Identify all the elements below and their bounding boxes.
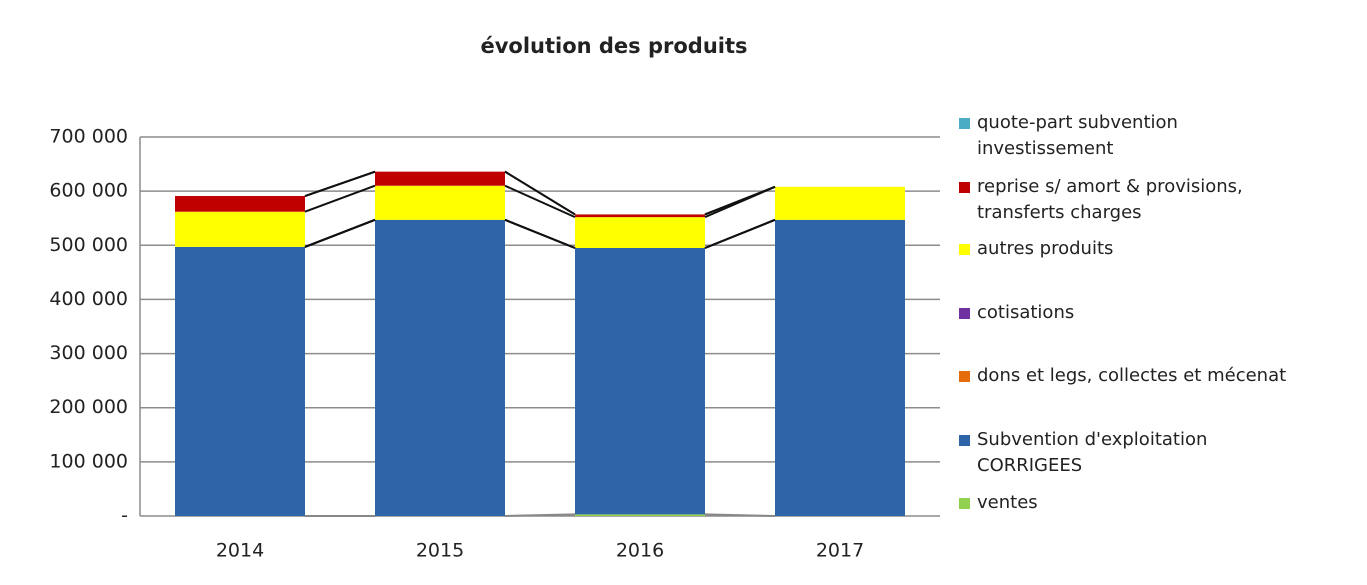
series-line: [504, 184, 576, 219]
bar-segment: [375, 171, 505, 186]
series-line: [304, 184, 376, 213]
series-line: [504, 218, 576, 249]
series-line: [504, 170, 576, 216]
legend-item: autres produits: [955, 236, 1355, 262]
y-tick-label: -: [121, 505, 128, 527]
y-tick-label: 100 000: [49, 450, 128, 472]
x-tick-label: 2014: [216, 540, 264, 562]
bar-segment: [175, 246, 305, 516]
y-tick-label: 400 000: [49, 288, 128, 310]
series-line: [504, 513, 576, 517]
chart-title: évolution des produits: [480, 34, 747, 58]
bar-segment: [775, 186, 905, 220]
y-tick-label: 300 000: [49, 342, 128, 364]
bar-segment: [375, 185, 505, 220]
bar-segment: [575, 247, 705, 515]
legend-swatch: [959, 498, 970, 509]
bar-segment: [175, 211, 305, 247]
x-tick-label: 2015: [416, 540, 464, 562]
bar-segment: [775, 219, 905, 517]
series-line: [304, 170, 376, 197]
bar-segment: [375, 219, 505, 517]
legend-label: ventes: [977, 492, 1038, 513]
legend-swatch: [959, 371, 970, 382]
series-line: [704, 513, 776, 517]
y-tick-label: 600 000: [49, 180, 128, 202]
legend-item: ventes: [955, 490, 1355, 516]
legend-swatch: [959, 118, 970, 129]
legend-swatch: [959, 308, 970, 319]
bar-segment: [575, 514, 705, 516]
legend-item: reprise s/ amort & provisions, transfert…: [955, 174, 1355, 226]
series-line: [704, 185, 776, 216]
bar-segment: [575, 217, 705, 248]
series-line: [704, 218, 776, 249]
legend-item: cotisations: [955, 300, 1355, 326]
y-tick-label: 200 000: [49, 396, 128, 418]
legend-item: Subvention d'exploitation CORRIGEES: [955, 427, 1355, 479]
y-tick-label: 500 000: [49, 234, 128, 256]
bar-segment: [575, 214, 705, 218]
legend-swatch: [959, 435, 970, 446]
legend-swatch: [959, 244, 970, 255]
legend-label: autres produits: [977, 238, 1114, 259]
legend-label: reprise s/ amort & provisions, transfert…: [977, 176, 1243, 223]
legend-label: quote-part subvention investissement: [977, 112, 1178, 159]
series-line: [304, 218, 376, 248]
legend-label: cotisations: [977, 302, 1075, 323]
legend-item: quote-part subvention investissement: [955, 110, 1355, 162]
x-tick-label: 2017: [816, 540, 864, 562]
x-tick-label: 2016: [616, 540, 664, 562]
bar-segment: [175, 196, 305, 212]
legend-label: dons et legs, collectes et mécenat: [977, 365, 1287, 386]
legend-swatch: [959, 182, 970, 193]
legend-item: dons et legs, collectes et mécenat: [955, 363, 1355, 389]
legend-label: Subvention d'exploitation CORRIGEES: [977, 429, 1208, 476]
y-tick-label: 700 000: [49, 126, 128, 148]
